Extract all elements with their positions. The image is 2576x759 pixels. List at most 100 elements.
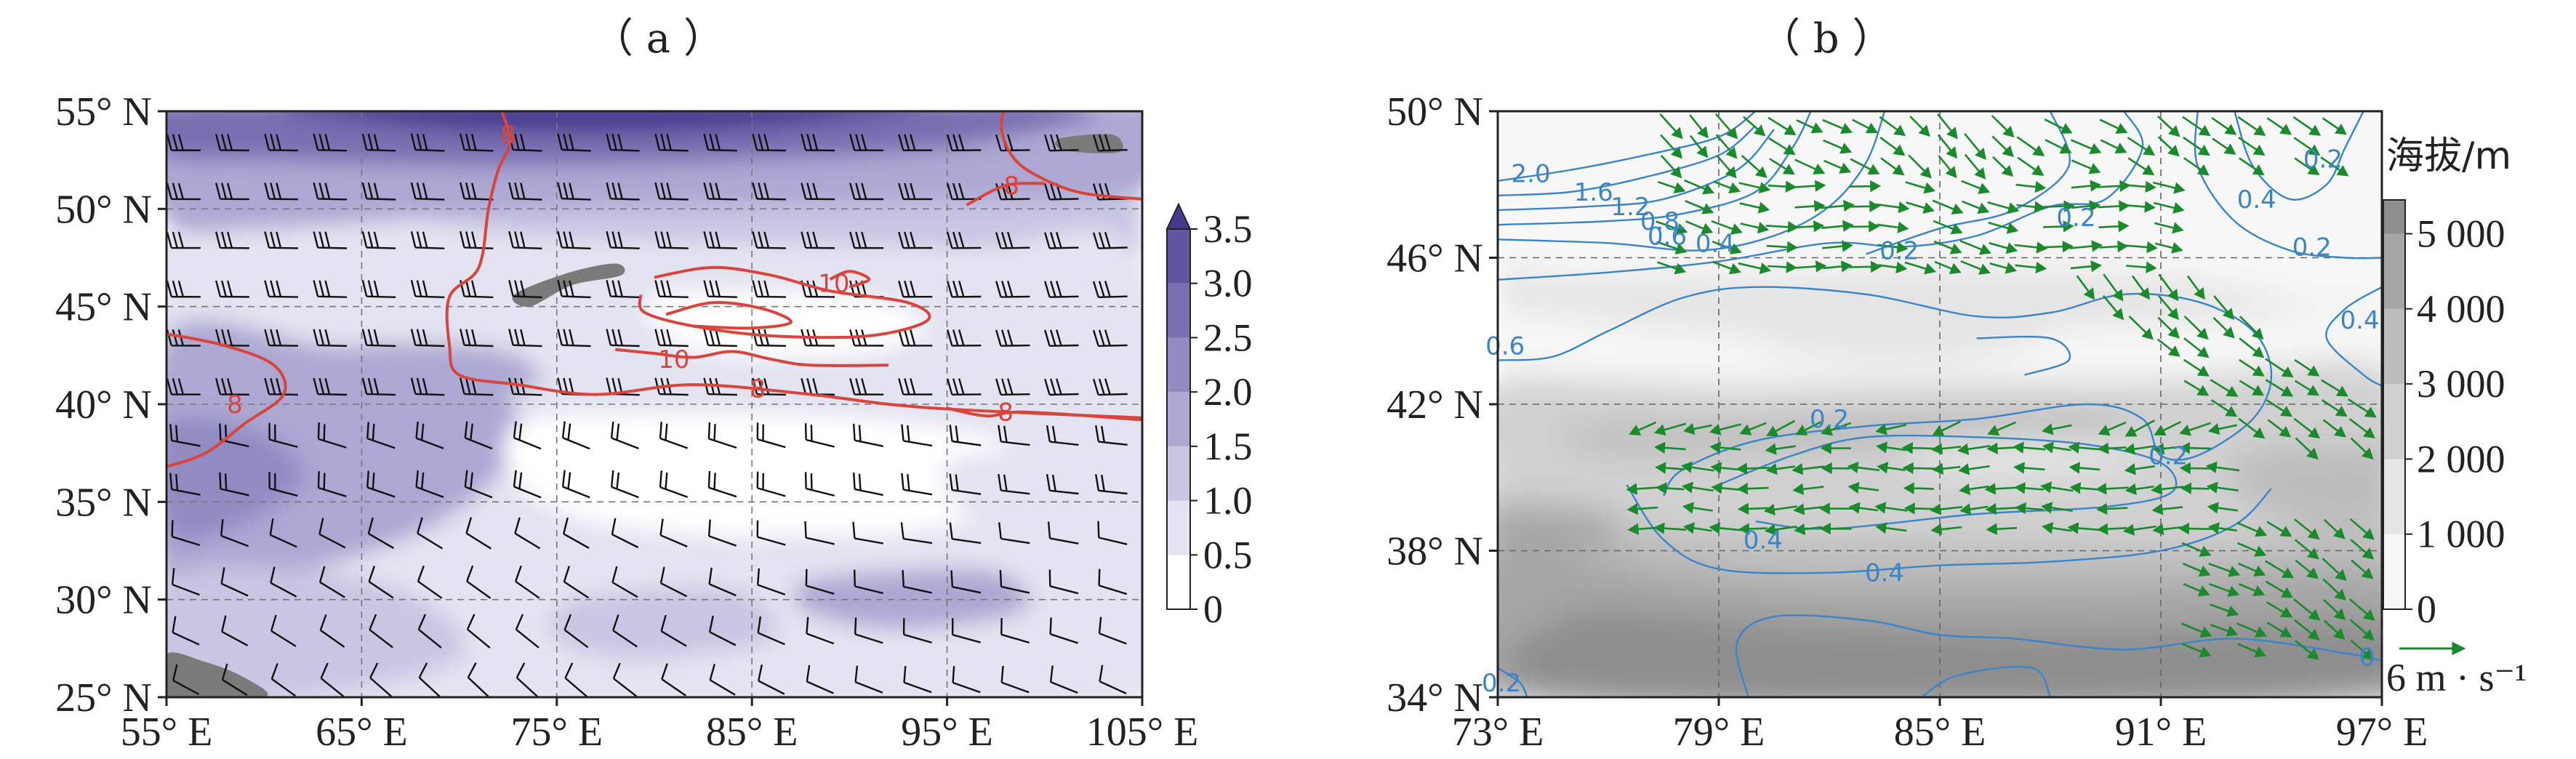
wind-vector-102 xyxy=(2013,462,2045,474)
wind-vector-302 xyxy=(2156,115,2180,137)
wind-vector-220 xyxy=(1685,200,1714,214)
wind-vector-190 xyxy=(2070,260,2102,273)
wind-vector-3 xyxy=(2350,639,2375,661)
wind-vector-245 xyxy=(2015,180,2047,193)
panel-b: 2.01.61.20.80.6 0.4 0.20.20.20.40.20.40.60… xyxy=(1387,89,2527,755)
colorbar-a-tick-label-4: 2.0 xyxy=(1203,370,1253,414)
wind-vector-253 xyxy=(1769,158,1795,175)
wind-barb-163 xyxy=(313,280,348,298)
contour-a-1 xyxy=(166,332,287,468)
y-tick-label-a-3: 40° N xyxy=(55,382,152,427)
terrain-region-2 xyxy=(1754,319,2053,360)
wind-barb-130 xyxy=(654,377,689,396)
wind-barb-30 xyxy=(660,614,687,647)
wind-vector-244 xyxy=(1961,180,1991,194)
wind-vector-135 xyxy=(1987,421,2017,436)
wind-vector-25 xyxy=(2295,559,2319,579)
wind-barb-78 xyxy=(1047,521,1079,545)
wind-vector-29 xyxy=(2237,542,2267,557)
wind-vector-80 xyxy=(1959,483,1989,495)
wind-vector-136 xyxy=(2042,423,2072,435)
x-tick-label-b-1: 79° E xyxy=(1673,710,1765,755)
wind-barb-160 xyxy=(166,280,201,298)
wind-barb-21 xyxy=(221,615,249,646)
wind-vector-47 xyxy=(2152,523,2183,536)
wind-vector-61 xyxy=(1848,502,1879,514)
wind-vector-33 xyxy=(1653,522,1687,534)
colorbar-b-tick-label-3: 3 000 xyxy=(2417,362,2505,406)
wind-barb-134 xyxy=(849,378,884,395)
wind-vector-241 xyxy=(1794,180,1826,192)
wind-barb-157 xyxy=(995,329,1030,347)
wind-vector-218 xyxy=(2098,220,2130,233)
colorbar-a-bin-2 xyxy=(1167,446,1190,501)
contour-label-b-10: 0.2 xyxy=(2292,233,2332,262)
wind-vector-209 xyxy=(1740,222,1770,234)
wind-vector-110 xyxy=(1820,442,1851,454)
wind-barb-206 xyxy=(460,182,494,201)
wind-vector-77 xyxy=(1792,483,1824,495)
colorbar-b-bin-1 xyxy=(2383,459,2405,534)
wind-barb-239 xyxy=(1092,134,1128,152)
wind-vector-259 xyxy=(1938,155,1957,179)
contour-label-b-0: 2.0 xyxy=(1512,160,1551,189)
contour-b-8 xyxy=(2194,111,2382,260)
wind-vector-122 xyxy=(2178,442,2211,454)
wind-vector-275 xyxy=(1937,134,1958,159)
wind-vector-150 xyxy=(2348,398,2377,418)
wind-barb-165 xyxy=(410,280,445,299)
wind-barb-13 xyxy=(806,664,834,694)
wind-barb-218 xyxy=(1044,182,1079,201)
wind-vector-300 xyxy=(2044,119,2073,134)
wind-barb-167 xyxy=(508,280,542,299)
wind-vector-224 xyxy=(1850,200,1881,213)
contour-label-b-18: 0.2 xyxy=(1482,669,1521,698)
wind-barb-84 xyxy=(366,470,396,498)
wind-vector-121 xyxy=(2153,442,2182,455)
wind-vector-141 xyxy=(2207,423,2237,435)
contour-a-5 xyxy=(615,348,889,367)
colorbar-a-tick-label-6: 3.0 xyxy=(1203,262,1253,305)
wind-barb-221 xyxy=(215,134,249,152)
wind-barb-142 xyxy=(264,329,299,347)
wind-barb-135 xyxy=(898,378,933,395)
panel-b-contour-labels: 2.01.61.20.80.6 0.4 0.20.20.20.40.20.40.60… xyxy=(1482,145,2380,697)
wind-vector-171 xyxy=(2213,295,2234,320)
wind-vector-231 xyxy=(2042,200,2075,212)
wind-vector-137 xyxy=(2098,421,2127,436)
wind-barb-69 xyxy=(611,518,639,549)
wind-barb-219 xyxy=(1092,182,1128,201)
wind-vector-6 xyxy=(2236,622,2267,638)
wind-vector-98 xyxy=(1877,462,1906,474)
wind-barb-64 xyxy=(367,517,395,550)
wind-vector-72 xyxy=(1626,483,1659,495)
wind-barb-77 xyxy=(998,522,1030,545)
wind-vector-145 xyxy=(2322,419,2346,438)
wind-vector-159 xyxy=(2265,358,2294,378)
wind-vector-304 xyxy=(2211,117,2237,135)
wind-vector-211 xyxy=(1795,220,1825,233)
wind-barb-80 xyxy=(169,473,201,496)
x-tick-label-a-1: 65° E xyxy=(316,710,408,755)
wind-vector-85 xyxy=(2095,483,2129,495)
wind-barb-99 xyxy=(1095,474,1128,495)
contour-a-7 xyxy=(829,270,871,289)
wind-barb-9 xyxy=(612,662,638,697)
wind-vector-31 xyxy=(2350,539,2375,560)
wind-vector-274 xyxy=(1879,137,1906,156)
x-tick-label-b-0: 73° E xyxy=(1452,710,1544,755)
wind-vector-265 xyxy=(2183,157,2210,176)
wind-vector-55 xyxy=(1626,502,1658,515)
wind-vector-229 xyxy=(1987,201,2020,214)
wind-barb-87 xyxy=(513,470,542,499)
wind-vector-123 xyxy=(2295,437,2319,460)
colorbar-a-bin-6 xyxy=(1167,229,1190,284)
wind-barb-156 xyxy=(947,329,982,347)
contour-a-6 xyxy=(665,301,793,330)
wind-vector-288 xyxy=(1659,113,1683,140)
wind-barb-62 xyxy=(269,518,297,548)
contour-label-a-0: 8 xyxy=(500,121,516,150)
wind-vector-151 xyxy=(2183,380,2210,396)
wind-barb-138 xyxy=(1044,378,1079,396)
wind-barb-29 xyxy=(612,614,638,648)
